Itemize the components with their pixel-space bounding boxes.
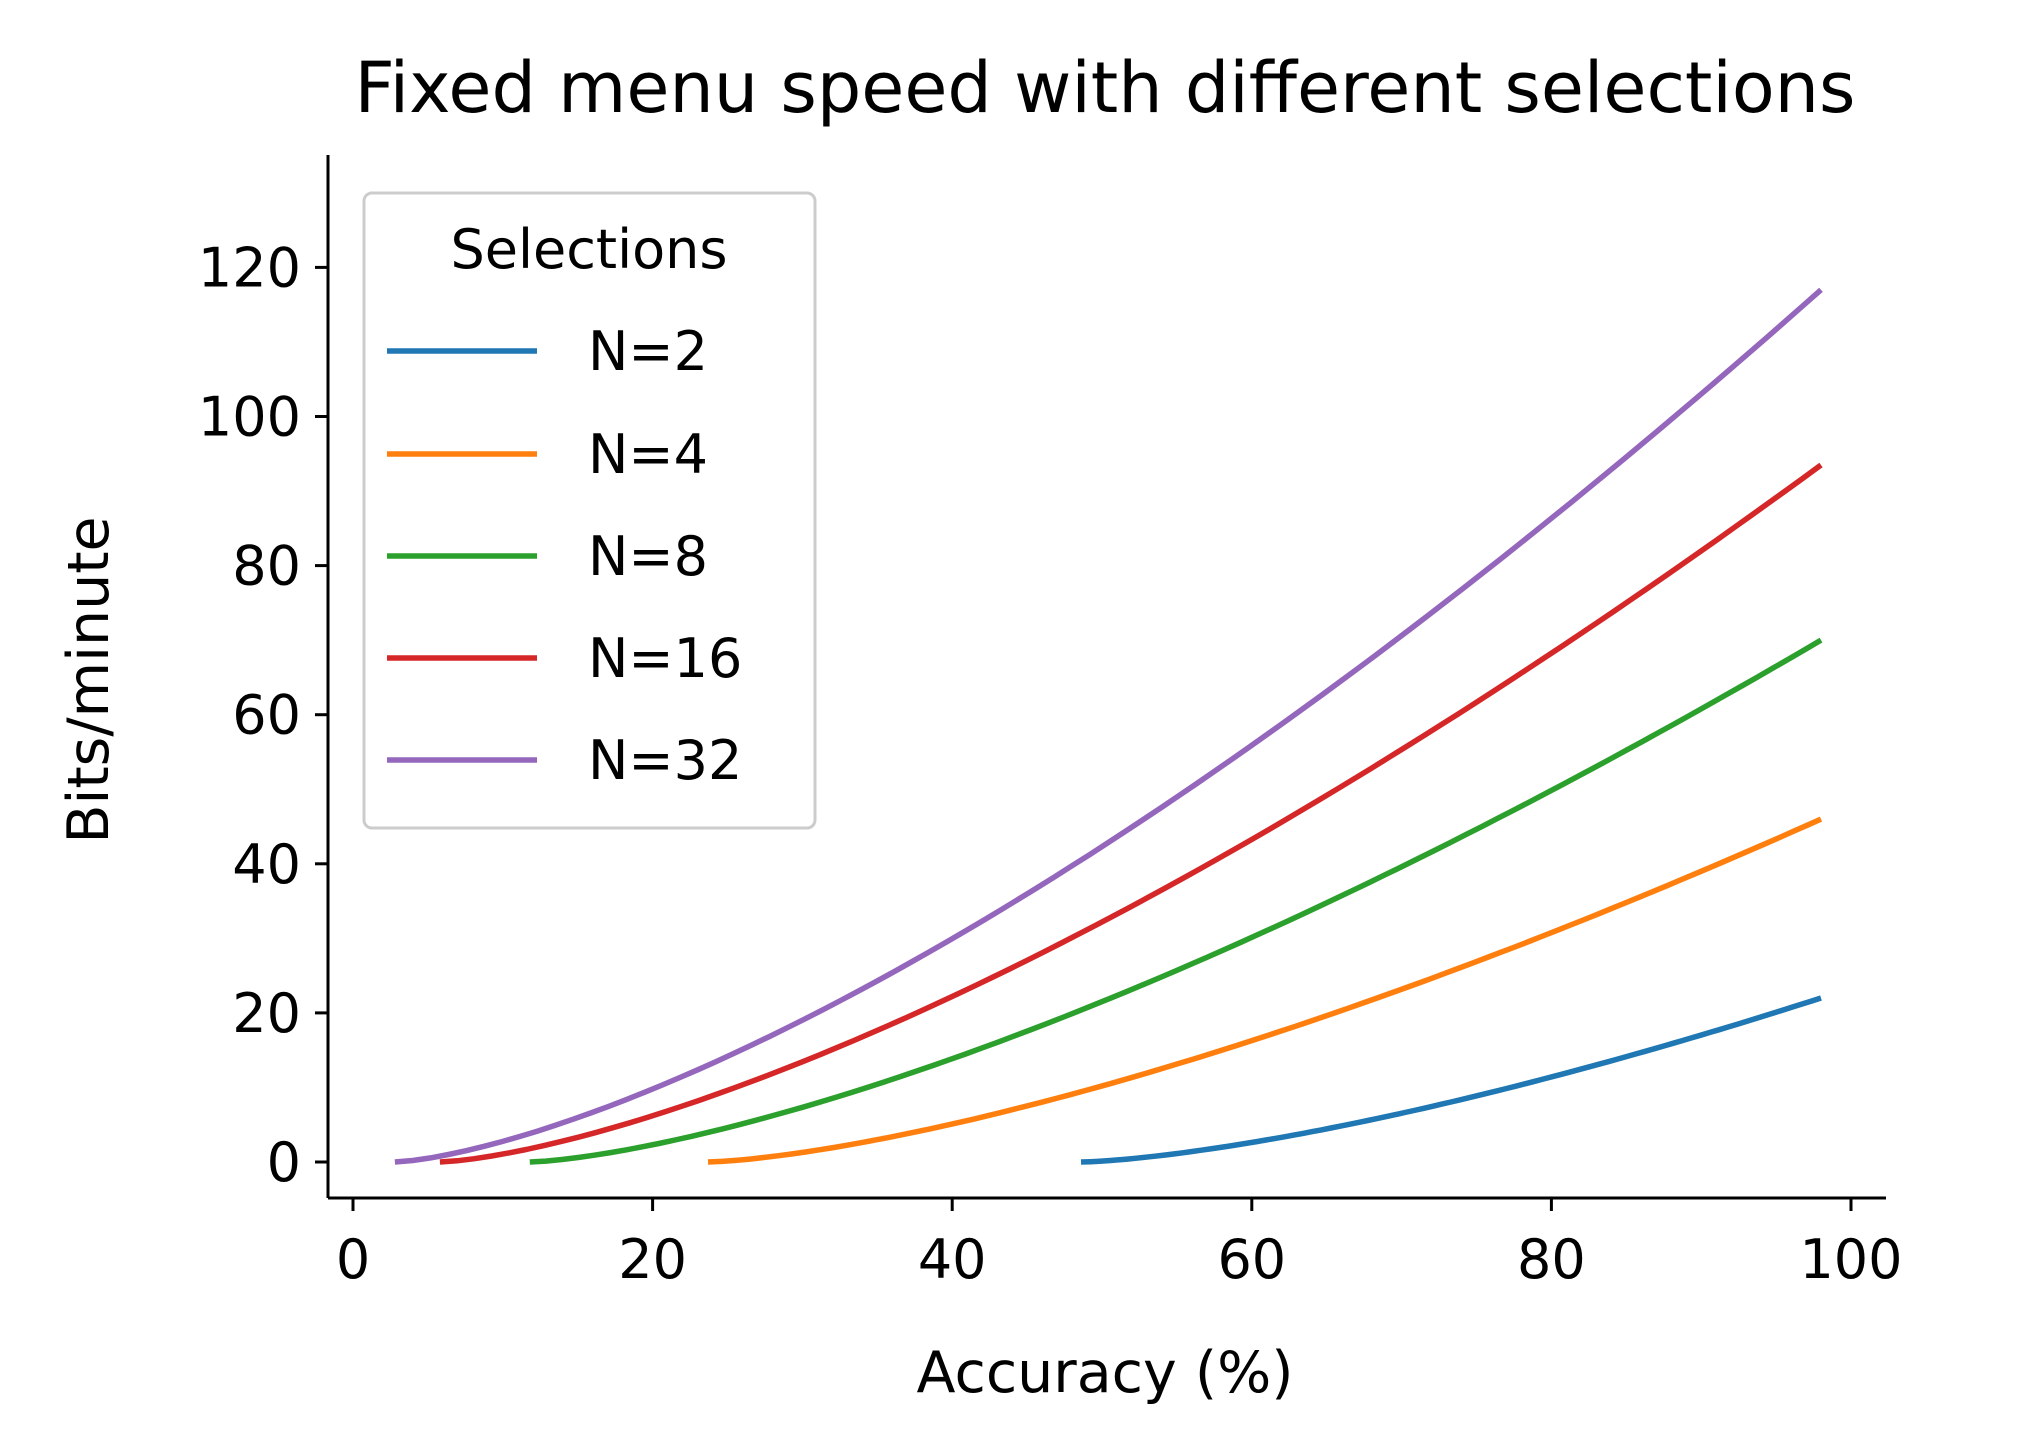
x-tick-label: 80 (1517, 1228, 1586, 1291)
x-tick-label: 100 (1799, 1228, 1902, 1291)
x-axis-ticks: 0 20 40 60 80 100 (336, 1198, 1903, 1291)
series-line-n32 (394, 287, 1823, 1165)
y-tick-label: 120 (198, 236, 301, 299)
y-tick-label: 20 (232, 982, 301, 1045)
chart-title: Fixed menu speed with different selectio… (354, 47, 1855, 129)
series-line-n16 (439, 462, 1823, 1165)
y-axis-label: Bits/minute (56, 516, 122, 843)
legend-entries: N=2 N=4 N=8 N=16 N=32 (387, 320, 742, 792)
x-axis-label: Accuracy (%) (917, 1340, 1294, 1406)
y-tick-label: 100 (198, 386, 301, 449)
legend-title: Selections (451, 218, 728, 281)
legend-label-n8: N=8 (588, 525, 708, 588)
y-tick-label: 60 (232, 684, 301, 747)
series-line-n4 (707, 816, 1823, 1165)
x-tick-label: 20 (618, 1228, 687, 1291)
x-tick-label: 40 (918, 1228, 987, 1291)
legend-label-n32: N=32 (588, 729, 742, 792)
legend-label-n16: N=16 (588, 627, 742, 690)
y-tick-label: 40 (232, 833, 301, 896)
series-line-n2 (1080, 995, 1822, 1165)
legend-label-n4: N=4 (588, 423, 708, 486)
legend-label-n2: N=2 (588, 320, 708, 383)
x-tick-label: 0 (336, 1228, 370, 1291)
plot-lines (394, 287, 1823, 1165)
y-tick-label: 80 (232, 535, 301, 598)
legend: Selections N=2 N=4 N=8 N=16 N=32 (362, 191, 817, 830)
y-axis-ticks: 0 20 40 60 80 100 120 (198, 236, 328, 1194)
series-line-n8 (529, 637, 1823, 1165)
y-tick-label: 0 (267, 1131, 301, 1194)
x-tick-label: 60 (1217, 1228, 1286, 1291)
